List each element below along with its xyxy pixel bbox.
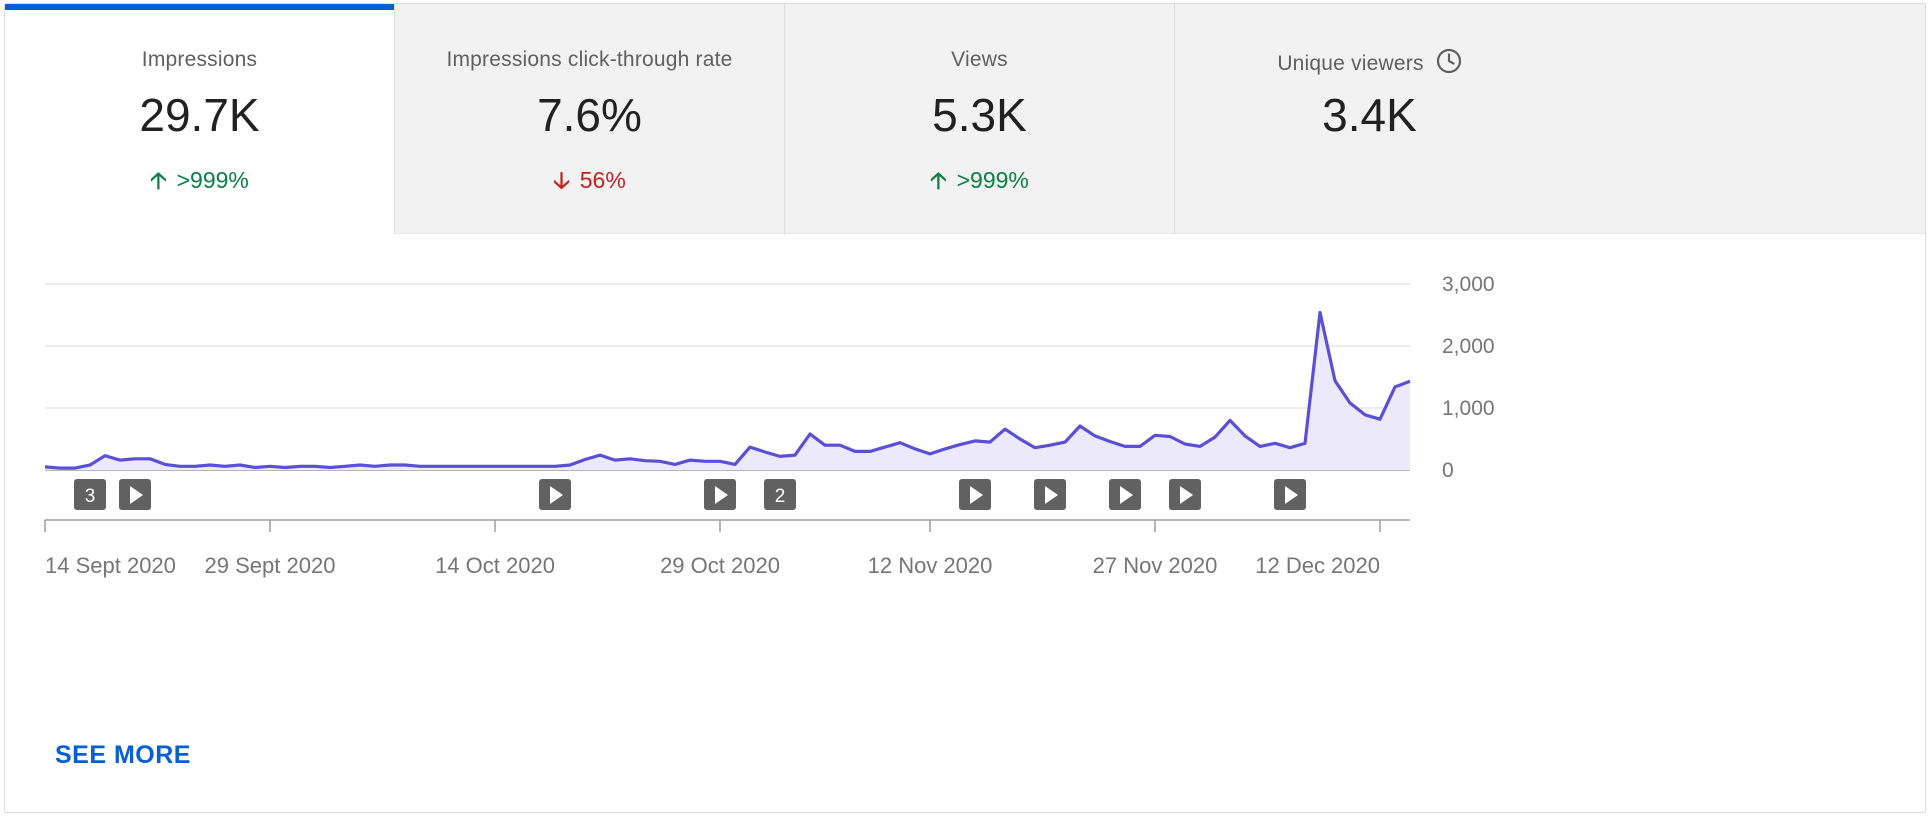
video-count-badge[interactable] xyxy=(764,479,796,510)
video-count-label: 3 xyxy=(85,486,96,507)
y-tick-label: 2,000 xyxy=(1442,335,1495,358)
tab-impressions-ctr[interactable]: Impressions click-through rate 7.6% 🡣 56% xyxy=(394,4,784,234)
delta-text: >999% xyxy=(176,167,249,193)
video-count-badge[interactable] xyxy=(74,479,106,510)
metric-label: Impressions click-through rate xyxy=(446,48,733,71)
x-tick-label: 27 Nov 2020 xyxy=(1093,553,1218,578)
arrow-down-icon: 🡣 xyxy=(553,167,570,193)
metric-label: Views xyxy=(951,48,1008,71)
see-more-link[interactable]: SEE MORE xyxy=(55,741,191,769)
play-icon xyxy=(1045,486,1058,504)
arrow-up-icon: 🡡 xyxy=(150,167,167,193)
metric-value: 3.4K xyxy=(1322,89,1417,141)
delta-text: 56% xyxy=(579,167,626,193)
play-icon xyxy=(1285,486,1298,504)
play-icon xyxy=(1120,486,1133,504)
play-icon xyxy=(715,486,728,504)
metric-delta: 🡣 56% xyxy=(395,164,784,203)
metric-value: 7.6% xyxy=(537,89,642,141)
metric-value: 29.7K xyxy=(139,89,260,141)
metric-value: 5.3K xyxy=(932,89,1027,141)
arrow-up-icon: 🡡 xyxy=(930,167,947,193)
x-tick-label: 29 Oct 2020 xyxy=(660,553,780,578)
y-tick-label: 1,000 xyxy=(1442,397,1495,420)
y-tick-label: 0 xyxy=(1442,459,1454,482)
play-icon xyxy=(970,486,983,504)
delta-text: >999% xyxy=(956,167,1029,193)
video-count-label: 2 xyxy=(775,486,786,507)
clock-icon[interactable] xyxy=(1436,48,1462,80)
metric-tabs: Impressions 29.7K 🡡 >999% Impressions cli… xyxy=(5,4,1925,234)
y-tick-label: 3,000 xyxy=(1442,273,1495,296)
impressions-chart: 0 1,000 2,000 3,000 3 2 14 Sept 2020 29 Sept 20… xyxy=(5,234,1925,684)
x-tick-label: 29 Sept 2020 xyxy=(205,553,336,578)
analytics-card: Impressions 29.7K 🡡 >999% Impressions cli… xyxy=(4,3,1926,813)
series-line xyxy=(44,310,1411,470)
tab-views[interactable]: Views 5.3K 🡡 >999% xyxy=(784,4,1174,234)
tab-impressions[interactable]: Impressions 29.7K 🡡 >999% xyxy=(5,4,394,234)
chart-svg: 0 1,000 2,000 3,000 3 2 14 Sept 2020 29 Sept 20… xyxy=(44,273,1495,578)
metric-label-text: Unique viewers xyxy=(1277,52,1424,75)
play-icon xyxy=(130,486,143,504)
metric-delta: 🡡 >999% xyxy=(785,164,1174,203)
metric-label: Unique viewers xyxy=(1175,48,1564,80)
series-area xyxy=(45,312,1410,470)
play-icon xyxy=(1180,486,1193,504)
x-tick-label: 14 Oct 2020 xyxy=(435,553,555,578)
metric-label: Impressions xyxy=(141,48,258,71)
x-tick-label: 14 Sept 2020 xyxy=(45,553,176,578)
metric-delta: 🡡 >999% xyxy=(5,164,394,203)
play-icon xyxy=(550,486,563,504)
tab-unique-viewers[interactable]: Unique viewers 3.4K xyxy=(1174,4,1925,234)
x-tick-label: 12 Dec 2020 xyxy=(1255,553,1380,578)
x-tick-label: 12 Nov 2020 xyxy=(868,553,993,578)
